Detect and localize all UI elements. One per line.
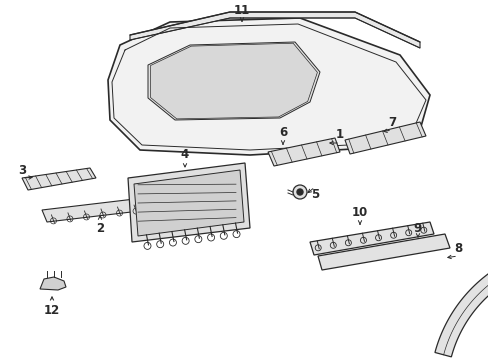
Polygon shape	[345, 122, 425, 154]
Circle shape	[292, 185, 306, 199]
Text: 5: 5	[310, 189, 319, 202]
Polygon shape	[130, 12, 419, 48]
Text: 6: 6	[278, 126, 286, 139]
Polygon shape	[128, 163, 249, 242]
Circle shape	[296, 189, 303, 195]
Polygon shape	[317, 234, 449, 270]
Text: 11: 11	[233, 4, 250, 17]
Polygon shape	[309, 222, 433, 255]
Text: 9: 9	[413, 221, 421, 234]
Polygon shape	[22, 168, 96, 190]
Polygon shape	[434, 256, 488, 357]
Text: 7: 7	[387, 116, 395, 129]
Text: 2: 2	[96, 221, 104, 234]
Text: 3: 3	[18, 163, 26, 176]
Polygon shape	[42, 196, 164, 222]
Polygon shape	[267, 138, 339, 166]
Polygon shape	[148, 42, 319, 120]
Polygon shape	[108, 18, 429, 155]
Text: 1: 1	[335, 129, 344, 141]
Text: 4: 4	[181, 148, 189, 162]
Text: 10: 10	[351, 207, 367, 220]
Polygon shape	[40, 277, 66, 290]
Polygon shape	[150, 43, 317, 119]
Text: 8: 8	[453, 242, 461, 255]
Polygon shape	[134, 170, 244, 236]
Text: 12: 12	[44, 303, 60, 316]
